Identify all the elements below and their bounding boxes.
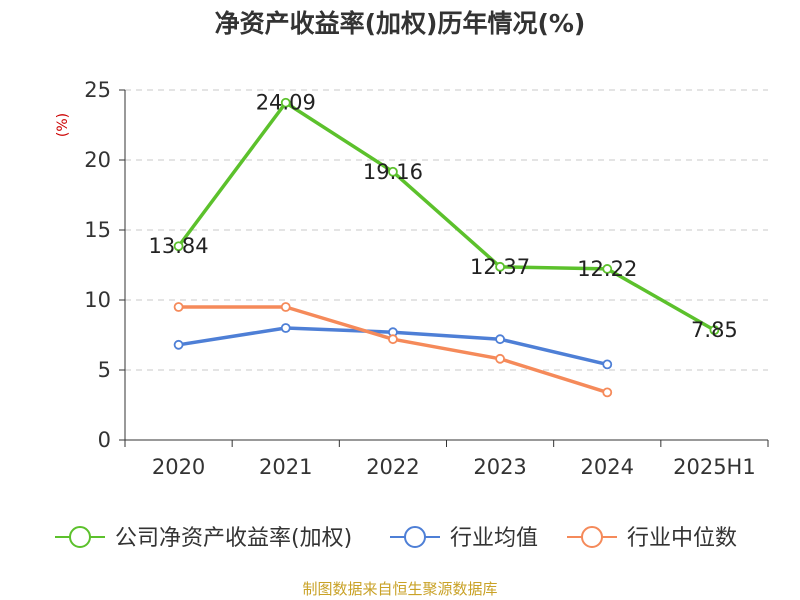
y-tick-label-20: 20 (84, 148, 111, 172)
x-tick-label-2020: 2020 (152, 455, 205, 479)
legend-label-2: 行业中位数 (627, 526, 737, 551)
legend-label-0: 公司净资产收益率(加权) (115, 526, 352, 551)
data-label-2020: 13.84 (149, 234, 209, 258)
point-2-2020 (173, 302, 184, 312)
data-label-2024: 12.22 (577, 257, 637, 281)
x-tick-labels: 2020 2021 2022 2023 2024 2025H1 (152, 455, 756, 479)
y-tick-labels: 0 5 10 15 20 25 (84, 78, 111, 452)
gridlines (119, 89, 768, 441)
legend-marker-1 (404, 526, 426, 548)
point-1-2020 (173, 339, 184, 350)
x-tick-label-2022: 2022 (366, 455, 419, 479)
data-label-2023: 12.37 (470, 255, 530, 279)
point-1-2021 (280, 323, 291, 333)
legend-item-0[interactable]: 公司净资产收益率(加权) (55, 526, 352, 551)
legend-item-2[interactable]: 行业中位数 (567, 526, 737, 551)
y-tick-label-15: 15 (84, 218, 111, 242)
y-tick-label-0: 0 (98, 428, 111, 452)
point-0-2022 (388, 166, 398, 177)
x-tick-label-2024: 2024 (581, 455, 634, 479)
point-0-2021 (280, 97, 291, 108)
x-tick-label-2023: 2023 (473, 455, 526, 479)
legend-marker-2 (581, 526, 603, 548)
series-line-0 (176, 100, 717, 332)
point-2-2021 (280, 302, 291, 312)
point-1-2024 (602, 359, 613, 370)
y-tick-label-10: 10 (84, 288, 111, 312)
chart-title: 净资产收益率(加权)历年情况(%) (214, 9, 586, 38)
axes (124, 90, 769, 447)
data-label-2021: 24.09 (256, 91, 316, 115)
point-0-2024 (602, 264, 613, 274)
legend-item-1[interactable]: 行业均值 (390, 526, 538, 551)
legend-marker-0 (69, 526, 91, 548)
point-0-2025H1 (709, 325, 720, 336)
point-0-2020 (173, 241, 184, 252)
legend[interactable]: 公司净资产收益率(加权) 行业均值 行业中位数 (55, 526, 737, 551)
data-label-2025H1: 7.85 (691, 318, 738, 342)
x-tick-label-2025H1: 2025H1 (673, 455, 756, 479)
point-2-2022 (388, 334, 398, 345)
point-2-2024 (602, 387, 613, 398)
point-1-2023 (495, 334, 505, 345)
legend-label-1: 行业均值 (450, 526, 538, 551)
x-tick-label-2021: 2021 (259, 455, 312, 479)
footer-source: 制图数据来自恒生聚源数据库 (302, 580, 498, 598)
point-0-2023 (495, 261, 505, 272)
data-labels: 13.84 24.09 19.16 12.37 12.22 7.85 (149, 91, 738, 342)
series-lines (173, 97, 720, 398)
point-2-2023 (495, 353, 505, 364)
y-tick-label-5: 5 (98, 358, 111, 382)
y-tick-label-25: 25 (84, 78, 111, 102)
y-axis-label: (%) (55, 113, 71, 137)
data-label-2022: 19.16 (363, 160, 423, 184)
